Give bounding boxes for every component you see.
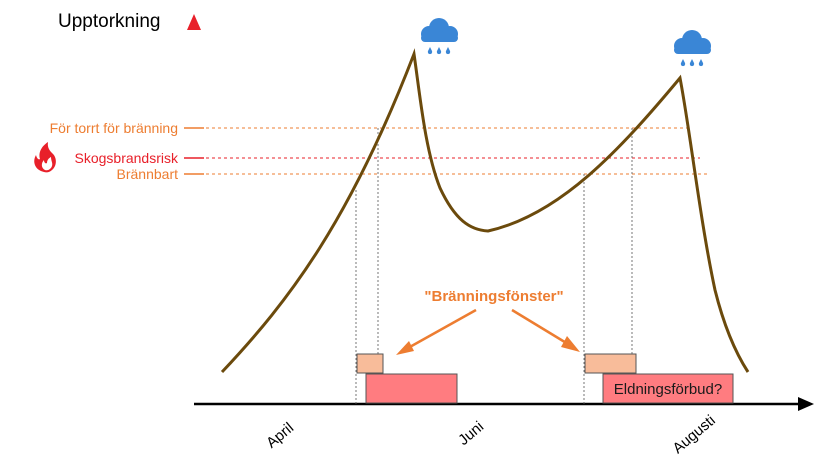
x-axis-arrow [798, 397, 814, 411]
month-label-augusti: Augusti [669, 412, 718, 457]
window-arrow-left [407, 308, 477, 350]
ban-label: Eldningsförbud? [614, 381, 722, 398]
window-arrow-left-head [396, 341, 414, 355]
ban-box-1 [365, 373, 458, 404]
ban-box-2 [602, 373, 734, 404]
rain-cloud-icon [674, 30, 711, 67]
month-label-juni: Juni [455, 418, 487, 449]
label-fire-risk: Skogsbrandsrisk [75, 150, 179, 166]
window-arrow-right-head [561, 336, 580, 352]
drying-curve [220, 48, 750, 374]
rain-cloud-icon [421, 18, 458, 55]
fire-icon [34, 142, 56, 173]
y-axis-arrow [187, 14, 201, 30]
window-label: "Bränningsfönster" [424, 288, 563, 305]
burn-window-box-2 [584, 353, 637, 374]
burn-window-box-1 [356, 353, 384, 374]
label-too-dry: För torrt för bränning [50, 120, 178, 136]
y-axis-label: Upptorkning [58, 11, 160, 32]
month-label-april: April [263, 419, 297, 451]
window-arrow-right [511, 308, 569, 346]
label-burnable: Brännbart [117, 166, 179, 182]
